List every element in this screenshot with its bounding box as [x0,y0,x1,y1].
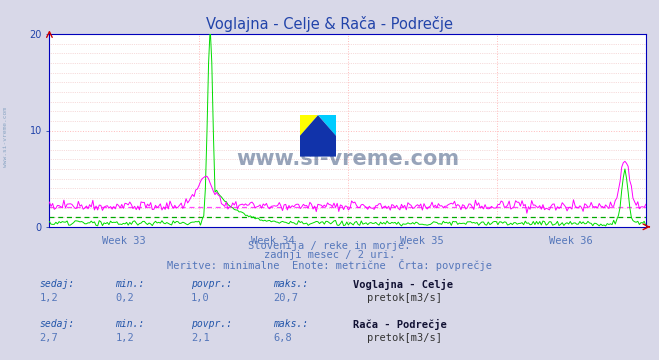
Text: Week 36: Week 36 [550,236,593,246]
Text: Week 33: Week 33 [102,236,146,246]
Text: zadnji mesec / 2 uri.: zadnji mesec / 2 uri. [264,250,395,260]
Text: pretok[m3/s]: pretok[m3/s] [367,333,442,343]
Text: 2,1: 2,1 [191,333,210,343]
Polygon shape [300,115,336,157]
Text: maks.:: maks.: [273,279,308,289]
Text: pretok[m3/s]: pretok[m3/s] [367,293,442,303]
Text: maks.:: maks.: [273,319,308,329]
Text: 1,2: 1,2 [40,293,58,303]
Text: Week 35: Week 35 [400,236,444,246]
Text: 1,2: 1,2 [115,333,134,343]
Text: sedaj:: sedaj: [40,279,74,289]
Polygon shape [318,115,336,136]
Text: www.si-vreme.com: www.si-vreme.com [236,149,459,170]
Polygon shape [300,115,318,136]
Text: sedaj:: sedaj: [40,319,74,329]
Text: Rača - Podrečje: Rača - Podrečje [353,319,446,330]
Text: www.si-vreme.com: www.si-vreme.com [3,107,8,167]
Text: Slovenija / reke in morje.: Slovenija / reke in morje. [248,241,411,251]
Text: povpr.:: povpr.: [191,319,232,329]
Text: min.:: min.: [115,319,145,329]
Text: Voglajna - Celje: Voglajna - Celje [353,279,453,290]
Text: 1,0: 1,0 [191,293,210,303]
Text: Voglajna - Celje & Rača - Podrečje: Voglajna - Celje & Rača - Podrečje [206,16,453,32]
Text: 0,2: 0,2 [115,293,134,303]
Text: 6,8: 6,8 [273,333,292,343]
Text: Week 34: Week 34 [251,236,295,246]
Text: 20,7: 20,7 [273,293,299,303]
Text: povpr.:: povpr.: [191,279,232,289]
Text: 2,7: 2,7 [40,333,58,343]
Text: Meritve: minimalne  Enote: metrične  Črta: povprečje: Meritve: minimalne Enote: metrične Črta:… [167,259,492,271]
Text: min.:: min.: [115,279,145,289]
